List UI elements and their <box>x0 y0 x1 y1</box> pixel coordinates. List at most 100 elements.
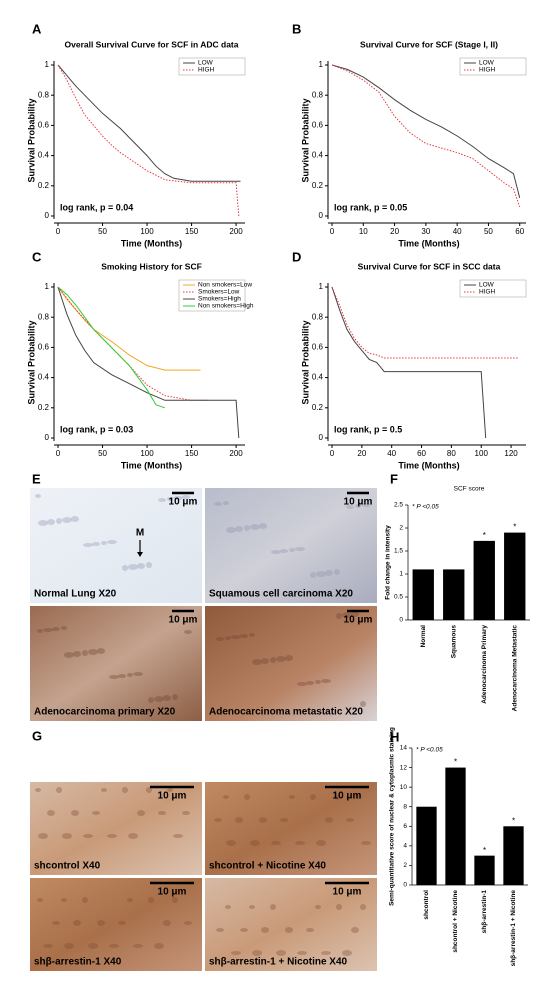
y-tick-label: 0.5 <box>394 594 403 601</box>
x-tick-label: 100 <box>475 449 489 458</box>
x-tick-label: 0 <box>330 449 335 458</box>
panel-label: B <box>292 21 301 36</box>
cell-texture <box>240 928 248 932</box>
marker-arrowhead <box>137 552 143 557</box>
y-axis-label: Fold change in intensity <box>385 525 392 600</box>
bar <box>503 826 524 885</box>
cell-texture <box>107 834 117 838</box>
cell-texture <box>325 570 333 576</box>
cell-texture <box>336 613 342 619</box>
legend-box <box>178 57 246 76</box>
note: * P <0.05 <box>416 747 443 754</box>
significance-label: * <box>513 523 516 532</box>
cell-texture <box>250 840 260 846</box>
caption: shcontrol + Nicotine X40 <box>209 861 326 872</box>
y-tick-label: 0 <box>399 617 403 624</box>
micrograph <box>205 606 377 721</box>
scale-label: 10 μm <box>333 887 362 898</box>
cell-texture <box>240 634 248 638</box>
cell-texture <box>276 656 286 662</box>
cell-texture <box>276 950 286 956</box>
cell-texture <box>289 548 295 552</box>
cell-texture <box>137 563 145 569</box>
cell-texture <box>35 788 41 792</box>
cell-texture <box>355 795 361 799</box>
y-axis-label: Survival Probability <box>300 98 310 182</box>
panel-label: F <box>390 471 398 486</box>
cell-texture <box>334 794 340 800</box>
cell-texture <box>225 636 231 640</box>
x-tick-label: 40 <box>387 449 396 458</box>
scale-label: 10 μm <box>333 791 362 802</box>
cell-texture <box>184 630 192 634</box>
cell-texture <box>64 943 74 949</box>
x-tick-label: Normal <box>420 625 427 648</box>
chart-title: Smoking History for SCF <box>101 261 202 271</box>
legend-box <box>459 279 527 298</box>
survival-curve <box>331 64 521 208</box>
caption: shβ-arrestin-1 X40 <box>34 957 122 968</box>
chart-title: Overall Survival Curve for SCF in ADC da… <box>65 39 239 49</box>
legend-label: LOW <box>198 60 214 67</box>
cell-texture <box>360 904 366 910</box>
cell-texture <box>43 944 53 948</box>
x-tick-label: 150 <box>185 227 199 236</box>
cell-texture <box>62 517 72 523</box>
cell-texture <box>118 921 126 925</box>
panel-label: C <box>32 249 42 264</box>
cell-texture <box>154 943 164 949</box>
y-tick-label: 0.6 <box>312 343 324 352</box>
cell-texture <box>97 648 105 654</box>
cell-texture <box>315 905 321 909</box>
cell-texture <box>182 495 190 499</box>
scale-label: 10 μm <box>169 497 198 508</box>
cell-texture <box>261 927 269 933</box>
x-axis-label: Time (Months) <box>121 238 182 248</box>
y-tick-label: 0.8 <box>312 312 324 321</box>
cell-texture <box>216 637 224 641</box>
legend-label: Non smokers=High <box>198 303 254 310</box>
cell-texture <box>249 905 255 909</box>
caption: Adenocarcinoma metastatic X20 <box>209 707 363 718</box>
micrograph <box>205 488 377 603</box>
annotation: log rank, p = 0.04 <box>60 202 133 212</box>
panel-label: G <box>32 728 42 743</box>
panel-label: A <box>32 21 42 36</box>
cell-texture <box>38 833 48 839</box>
cell-texture <box>73 920 81 926</box>
bar <box>412 569 434 620</box>
cell-texture <box>315 680 321 684</box>
annotation: log rank, p = 0.05 <box>334 202 407 212</box>
y-tick-label: 0.8 <box>312 90 324 99</box>
legend-box <box>459 57 527 76</box>
x-tick-label: 50 <box>484 227 493 236</box>
bar <box>473 540 495 620</box>
cell-texture <box>37 898 43 902</box>
caption: shβ-arrestin-1 + Nicotine X40 <box>209 957 348 968</box>
marker-label: M <box>136 528 144 539</box>
cell-texture <box>173 834 183 838</box>
y-tick-label: 0.4 <box>312 151 324 160</box>
cell-texture <box>280 818 288 822</box>
y-tick-label: 1 <box>45 282 50 291</box>
cell-texture <box>158 498 166 502</box>
scale-label: 10 μm <box>169 615 198 626</box>
cell-texture <box>56 518 62 524</box>
x-tick-label: 150 <box>185 449 199 458</box>
cell-texture <box>310 572 316 578</box>
cell-texture <box>351 611 359 617</box>
x-tick-label: 0 <box>330 227 335 236</box>
cell-texture <box>295 841 305 845</box>
cell-texture <box>310 794 316 800</box>
cell-texture <box>223 795 229 799</box>
cell-texture <box>133 672 143 676</box>
cell-texture <box>47 810 55 816</box>
cell-texture <box>252 659 262 665</box>
significance-label: * <box>454 758 457 767</box>
cell-texture <box>235 526 243 532</box>
x-tick-label: 50 <box>98 449 107 458</box>
cell-texture <box>250 524 260 530</box>
cell-texture <box>285 927 293 933</box>
legend-label: HIGH <box>479 289 496 296</box>
